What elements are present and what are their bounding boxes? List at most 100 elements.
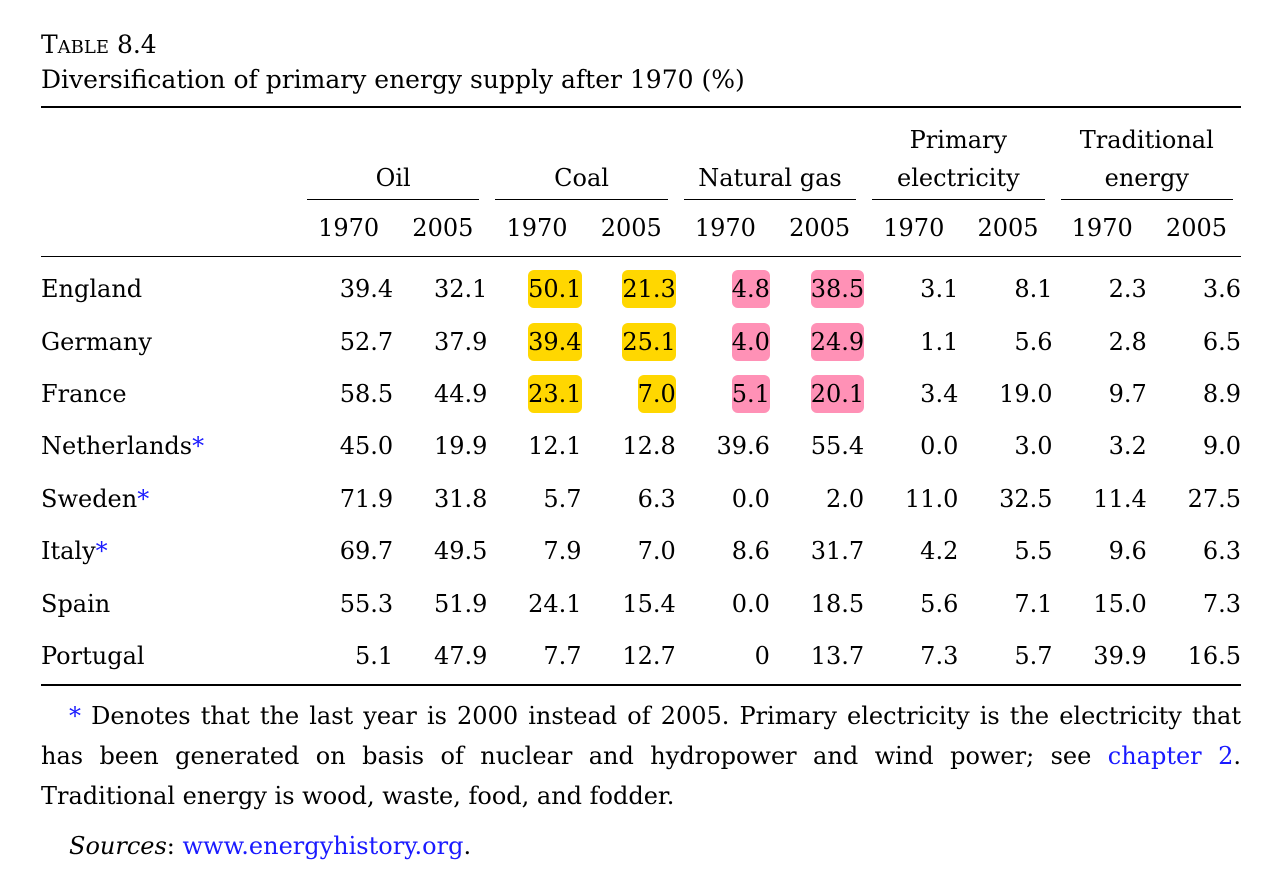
group-header-primary-electricity: Primary electricity: [864, 107, 1052, 200]
value-cell: 39.4: [299, 257, 393, 316]
value-cell: 44.9: [393, 368, 487, 420]
cell-value: 32.5: [999, 484, 1053, 513]
cell-value: 7.3: [920, 641, 959, 670]
highlighted-coal-value: 23.1: [528, 374, 582, 413]
value-cell: 55.4: [770, 420, 864, 472]
table-caption: Table 8.4 Diversification of primary ene…: [41, 28, 1241, 98]
year-header: 2005: [393, 200, 488, 257]
value-cell: 4.2: [864, 525, 958, 577]
value-cell: 31.8: [393, 473, 487, 525]
country-cell: Sweden*: [41, 473, 299, 525]
value-cell: 5.1: [676, 368, 770, 420]
cell-value: 13.7: [810, 641, 865, 670]
value-cell: 25.1: [582, 315, 676, 367]
cell-value: 9.0: [1202, 432, 1241, 461]
value-cell: 7.0: [582, 368, 676, 420]
cell-value: 24.1: [528, 589, 582, 618]
cell-value: 5.5: [1014, 537, 1053, 566]
value-cell: 6.5: [1147, 315, 1241, 367]
table-title: Diversification of primary energy supply…: [41, 65, 745, 94]
year-header: 2005: [769, 200, 865, 257]
table-row: Sweden* 71.9 31.8 5.7 6.3 0.0 2.0 11.0 32.5 11.4 2…: [41, 473, 1241, 525]
cell-value: 8.6: [731, 537, 770, 566]
chapter-link[interactable]: chapter 2: [1107, 742, 1234, 771]
value-cell: 4.8: [676, 257, 770, 316]
highlighted-gas-value: 5.1: [731, 374, 770, 413]
cell-value: 52.7: [339, 327, 394, 356]
cell-value: 5.6: [920, 589, 959, 618]
highlighted-gas-value: 20.1: [810, 374, 865, 413]
cell-value: 5.7: [1014, 641, 1053, 670]
value-cell: 37.9: [393, 315, 487, 367]
energy-supply-table: Oil Coal Natural gas Primary electricity …: [41, 106, 1241, 687]
group-label-line: energy: [1104, 164, 1189, 192]
value-cell: 9.7: [1053, 368, 1147, 420]
sources-end: .: [463, 832, 472, 861]
group-header-coal: Coal: [487, 107, 675, 200]
cell-value: 31.8: [433, 484, 488, 513]
year-header: 1970: [1052, 200, 1147, 257]
value-cell: 49.5: [393, 525, 487, 577]
value-cell: 32.1: [393, 257, 487, 316]
footnote: * Denotes that the last year is 2000 ins…: [41, 696, 1241, 816]
cell-value: 2.8: [1108, 327, 1147, 356]
value-cell: 1.1: [864, 315, 958, 367]
value-cell: 3.0: [958, 420, 1052, 472]
value-cell: 23.1: [487, 368, 582, 420]
group-header-row: Oil Coal Natural gas Primary electricity …: [41, 107, 1241, 200]
value-cell: 39.4: [487, 315, 582, 367]
cell-value: 47.9: [433, 641, 488, 670]
cell-value: 8.9: [1202, 379, 1241, 408]
cell-value: 7.0: [637, 537, 676, 566]
value-cell: 19.9: [393, 420, 487, 472]
value-cell: 3.2: [1053, 420, 1147, 472]
group-label: Traditional energy: [1060, 121, 1233, 200]
cell-value: 1.1: [920, 327, 959, 356]
value-cell: 3.4: [864, 368, 958, 420]
value-cell: 5.7: [487, 473, 581, 525]
cell-value: 0: [754, 641, 770, 670]
value-cell: 45.0: [299, 420, 393, 472]
value-cell: 0.0: [864, 420, 958, 472]
value-cell: 39.6: [676, 420, 770, 472]
value-cell: 9.0: [1147, 420, 1241, 472]
value-cell: 7.9: [487, 525, 581, 577]
cell-value: 71.9: [339, 484, 394, 513]
group-header-traditional-energy: Traditional energy: [1053, 107, 1241, 200]
cell-value: 19.9: [433, 432, 488, 461]
cell-value: 3.0: [1014, 432, 1053, 461]
table-row: Germany 52.7 37.9 39.4 25.1 4.0 24.9 1.1 5.6 2.8 6…: [41, 315, 1241, 367]
cell-value: 7.1: [1014, 589, 1053, 618]
country-cell: Spain: [41, 577, 299, 629]
energyhistory-link[interactable]: www.energyhistory.org: [182, 832, 464, 861]
country-name: Netherlands: [41, 432, 193, 461]
table-label: Table 8.4: [41, 30, 157, 59]
year-header: 2005: [581, 200, 676, 257]
cell-value: 44.9: [433, 379, 488, 408]
year-header-blank: [41, 200, 299, 257]
cell-value: 0.0: [731, 484, 770, 513]
country-cell: Italy*: [41, 525, 299, 577]
cell-value: 51.9: [433, 589, 488, 618]
value-cell: 7.1: [958, 577, 1052, 629]
value-cell: 5.6: [958, 315, 1052, 367]
group-label: Natural gas: [683, 159, 857, 200]
cell-value: 32.1: [433, 275, 488, 304]
cell-value: 39.6: [716, 432, 770, 461]
table-row: Italy* 69.7 49.5 7.9 7.0 8.6 31.7 4.2 5.5 9.6 6.3: [41, 525, 1241, 577]
footnote-star-marker: *: [192, 432, 205, 461]
value-cell: 19.0: [958, 368, 1052, 420]
value-cell: 55.3: [299, 577, 393, 629]
cell-value: 39.9: [1093, 641, 1147, 670]
table-figure: Table 8.4 Diversification of primary ene…: [41, 28, 1241, 866]
footnote-star-marker: *: [137, 484, 150, 513]
sources-line: Sources: www.energyhistory.org.: [41, 826, 1241, 866]
value-cell: 4.0: [676, 315, 770, 367]
value-cell: 51.9: [393, 577, 487, 629]
highlighted-gas-value: 4.8: [731, 270, 770, 309]
value-cell: 2.3: [1053, 257, 1147, 316]
highlighted-coal-value: 7.0: [637, 374, 676, 413]
value-cell: 7.3: [1147, 577, 1241, 629]
country-name: France: [41, 379, 127, 408]
value-cell: 31.7: [770, 525, 864, 577]
